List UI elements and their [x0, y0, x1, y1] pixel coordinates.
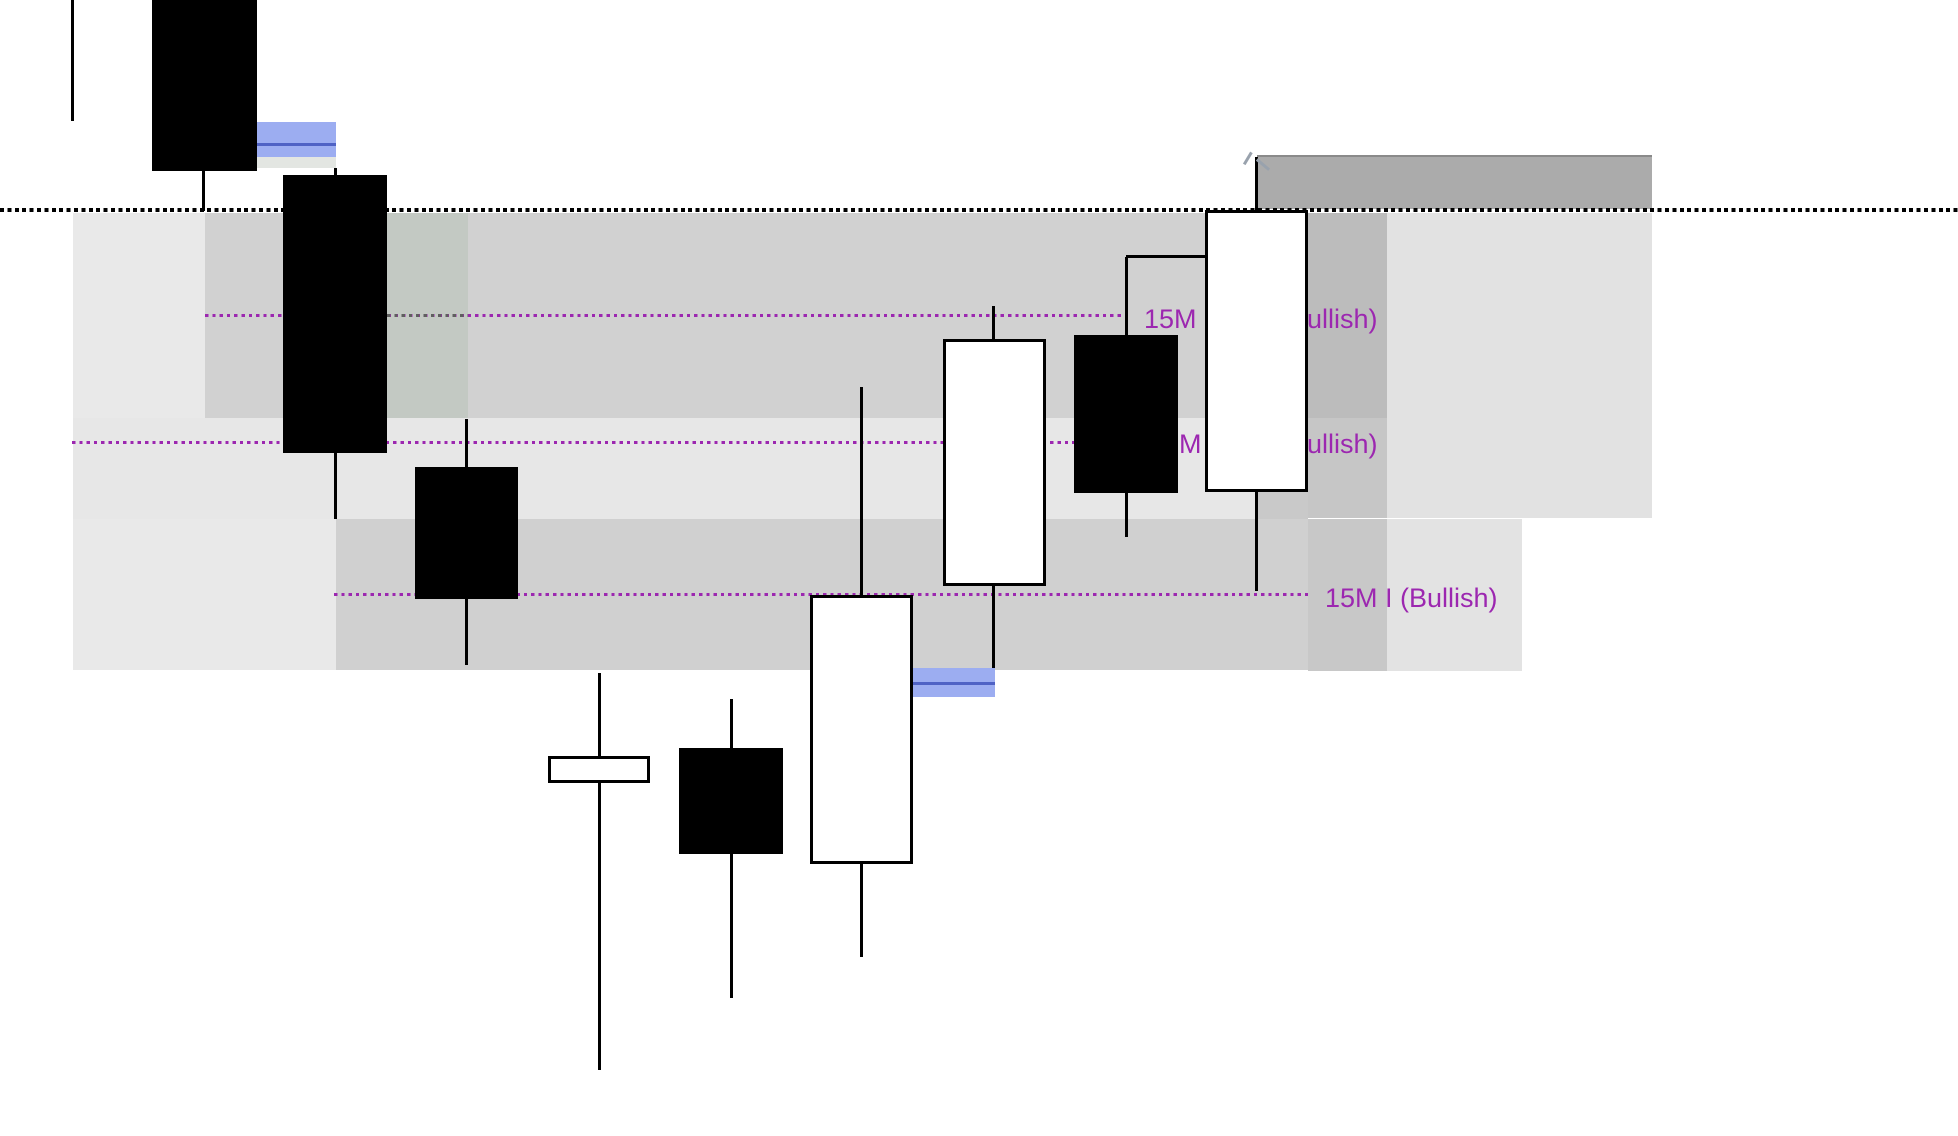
- wick-candle-4: [597, 673, 601, 1070]
- imbalance-box-1: [257, 122, 336, 157]
- cursor-icon-stroke-left: [1242, 151, 1253, 165]
- supply-zone-box: [1257, 155, 1652, 209]
- body-candle-1: [152, 0, 257, 171]
- purple-dotted-level-line-2: [72, 441, 1074, 444]
- purple-dotted-level-line-3: [334, 593, 1311, 596]
- body-candle-8: [1074, 335, 1178, 493]
- body-candle-2: [283, 175, 387, 453]
- imbalance-box-1-midline: [257, 143, 336, 146]
- wick-candle-0-partial-wick: [70, 0, 74, 121]
- zone-right-dark-strip-top: [1308, 213, 1387, 418]
- structure-step-line: [1126, 255, 1205, 258]
- body-candle-4: [548, 756, 650, 783]
- zone-right-light-zone: [1387, 213, 1652, 518]
- equal-high-dotted-line: [0, 208, 1958, 212]
- body-candle-6: [810, 595, 913, 864]
- zone-right-strip-bottom: [1308, 519, 1387, 671]
- body-candle-5: [679, 748, 783, 854]
- purple-dotted-level-line-1: [205, 314, 1129, 317]
- zone-right-dark-strip-mid: [1308, 418, 1387, 518]
- imbalance-box-2-midline: [913, 682, 995, 685]
- body-candle-9: [1205, 210, 1308, 492]
- body-candle-3: [415, 467, 518, 599]
- imbalance-box-1-understrip: [257, 157, 336, 168]
- body-candle-7: [943, 339, 1046, 586]
- dark-dotted-segment: [387, 314, 468, 317]
- zone-right-light-bottom: [1387, 519, 1522, 671]
- zone-small-gray-patch: [1257, 492, 1308, 519]
